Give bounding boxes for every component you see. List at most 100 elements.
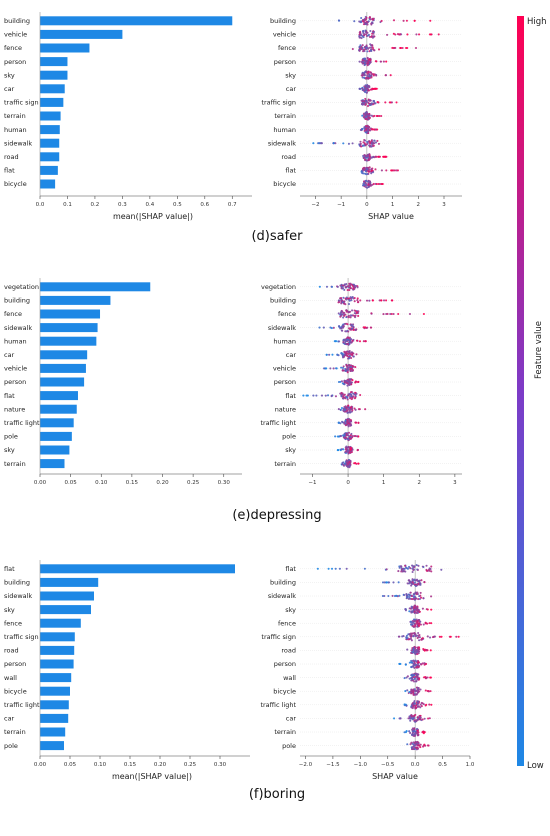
beeswarm-point [356,448,359,451]
beeswarm-point [352,355,355,358]
bar-human [40,125,60,135]
beeswarm-point [414,606,417,609]
beeswarm-point [366,31,369,34]
beeswarm-point [343,314,346,317]
beeswarm-category-label: car [286,85,297,93]
beeswarm-point [359,394,362,397]
beeswarm-point [428,567,431,570]
bar-category-label: human [4,337,27,345]
beeswarm-point [346,421,349,424]
beeswarm-category-label: car [286,351,297,359]
beeswarm-point [417,598,420,601]
beeswarm-point [363,142,366,145]
beeswarm-point [358,340,362,343]
beeswarm-point [345,446,348,449]
beeswarm-point [350,351,353,354]
beeswarm-point [409,719,412,722]
beeswarm-point [368,58,371,61]
beeswarm-point [367,182,370,185]
beeswarm-point [368,89,371,92]
beeswarm-point [409,567,412,570]
bar-category-label: sky [4,446,15,454]
beeswarm-point [399,565,402,568]
beeswarm-point [366,87,369,90]
bar-x-tick-label: 0.15 [124,762,137,768]
beeswarm-point [347,330,350,333]
beeswarm-point [429,649,432,652]
bar-chart-f: flat building sidewalk sky fence traffic sign… [4,560,250,781]
bar-sky [40,445,70,455]
bar-sidewalk [40,591,94,601]
beeswarm-point [358,60,361,63]
beeswarm-point [341,420,344,423]
beeswarm-point [351,354,354,357]
beeswarm-x-tick-label: 0 [365,202,369,208]
beeswarm-point [351,327,354,330]
bar-fence [40,618,81,628]
beeswarm-point [366,168,369,171]
beeswarm-point [350,365,353,368]
beeswarm-point [381,182,384,186]
beeswarm-point [373,142,376,145]
bar-category-label: road [4,153,19,161]
beeswarm-point [420,663,423,666]
beeswarm-point [367,85,370,88]
beeswarm-point [374,168,377,171]
beeswarm-point [363,76,366,79]
beeswarm-point [414,46,418,50]
beeswarm-point [417,700,420,703]
beeswarm-point [372,35,375,38]
beeswarm-point [342,339,345,342]
beeswarm-point [397,312,400,316]
bar-human [40,336,97,346]
beeswarm-point [349,446,353,449]
beeswarm-point [348,466,351,469]
beeswarm-point [349,393,352,396]
beeswarm-point [406,33,409,36]
beeswarm-point [429,19,432,22]
beeswarm-points-terrain [340,458,360,469]
bar-category-label: terrain [4,112,26,120]
bar-category-label: person [4,660,26,668]
beeswarm-point [410,688,413,691]
beeswarm-x-tick-label: 2 [418,480,422,486]
beeswarm-point [324,394,327,397]
beeswarm-x-tick-label: 1.0 [466,762,475,768]
beeswarm-point [346,394,350,397]
beeswarm-point [388,101,391,104]
beeswarm-point [413,595,416,598]
beeswarm-point [343,300,346,303]
beeswarm-point [346,465,349,468]
beeswarm-point [360,170,363,173]
beeswarm-x-tick-label: 0.0 [411,762,420,768]
beeswarm-point [365,16,368,19]
beeswarm-point [353,312,356,315]
beeswarm-point [350,395,353,398]
beeswarm-point [359,299,362,302]
beeswarm-point [366,172,369,176]
beeswarm-point [413,604,416,607]
beeswarm-point [385,568,388,571]
beeswarm-points-sidewalk [312,138,380,148]
bar-road [40,152,60,162]
beeswarm-point [399,717,402,720]
beeswarm-point [368,99,371,102]
bar-car [40,713,69,723]
beeswarm-point [342,407,345,411]
beeswarm-point [347,297,350,300]
beeswarm-points-pole [406,740,430,751]
beeswarm-point [366,50,369,53]
beeswarm-point [403,731,406,734]
beeswarm-category-label: traffic light [260,701,296,709]
beeswarm-point [411,718,414,721]
beeswarm-category-label: road [281,153,296,161]
beeswarm-point [412,743,415,746]
beeswarm-point [405,19,408,22]
beeswarm-point [417,661,420,664]
beeswarm-point [430,622,433,625]
beeswarm-category-label: nature [275,405,296,413]
beeswarm-point [417,650,420,653]
beeswarm-point [420,596,423,599]
beeswarm-point [338,19,341,22]
beeswarm-point [354,328,357,331]
